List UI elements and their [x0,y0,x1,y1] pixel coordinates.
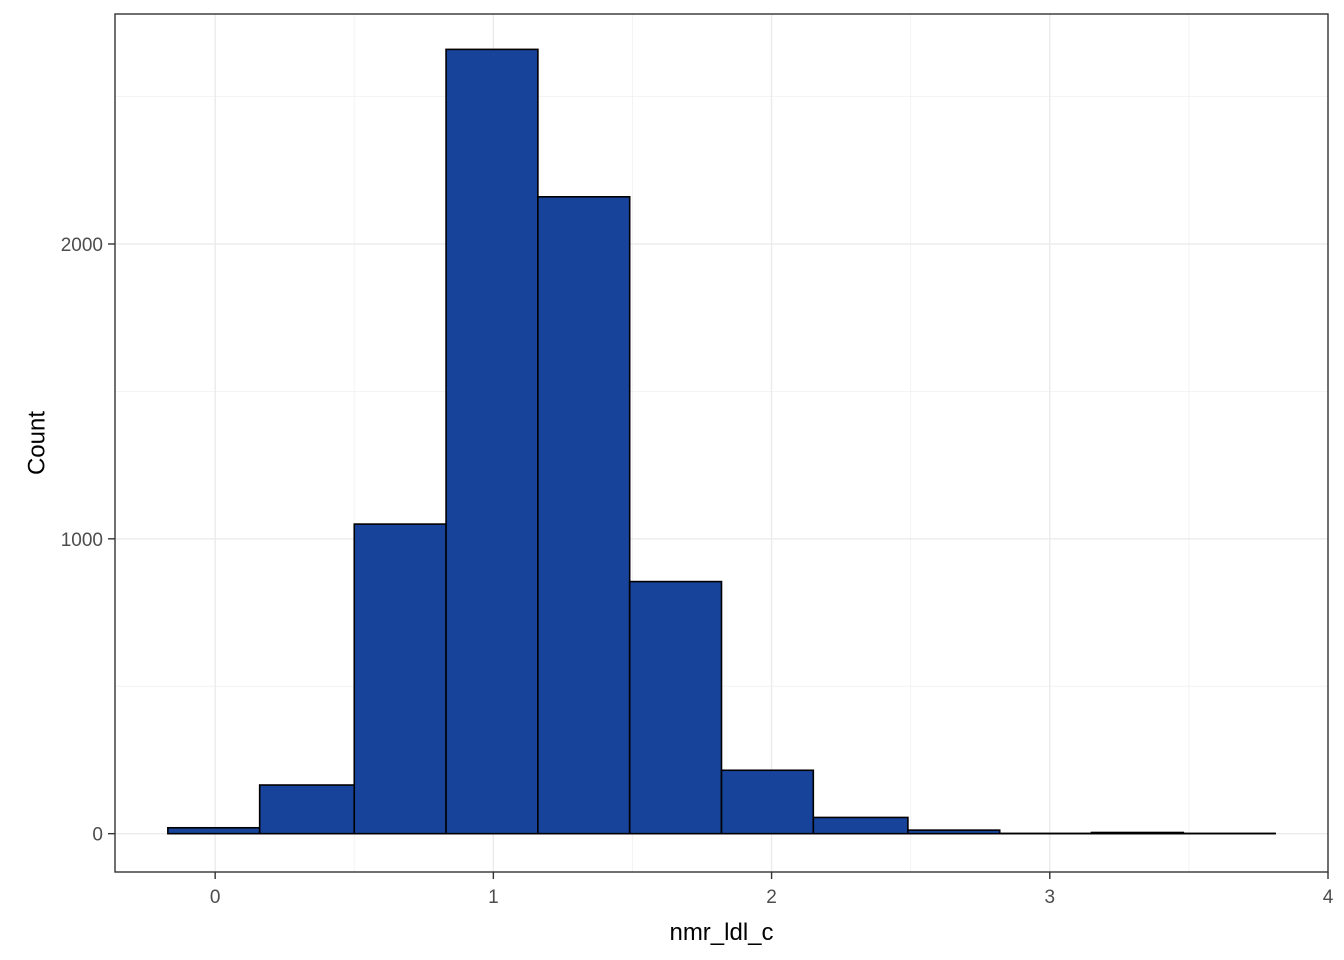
ticks-layer: 0 1 2 3 4 0 1000 2000 [61,235,1334,908]
x-tick-label: 2 [766,887,777,908]
x-tick-label: 3 [1044,887,1055,908]
x-tick-label: 0 [210,887,221,908]
histogram-bar [907,829,1001,835]
x-tick-label: 4 [1323,887,1334,908]
y-tick-label: 2000 [61,235,103,256]
histogram-bar [720,769,815,835]
histogram-bar [812,816,909,835]
histogram-bar [258,784,356,835]
histogram-bar [353,523,447,835]
histogram-bar [628,580,723,835]
plot-panel-border [114,13,1329,873]
y-axis-title: Count [23,411,50,475]
histogram-bar [167,826,261,835]
x-tick-label: 1 [488,887,499,908]
histogram-bar [1090,831,1185,835]
y-tick-label: 1000 [61,530,103,551]
y-tick-label: 0 [92,825,103,846]
histogram-bar [445,48,539,835]
bars-layer [167,48,1276,835]
x-axis-title: nmr_ldl_c [669,919,773,946]
histogram-bar [537,196,631,835]
